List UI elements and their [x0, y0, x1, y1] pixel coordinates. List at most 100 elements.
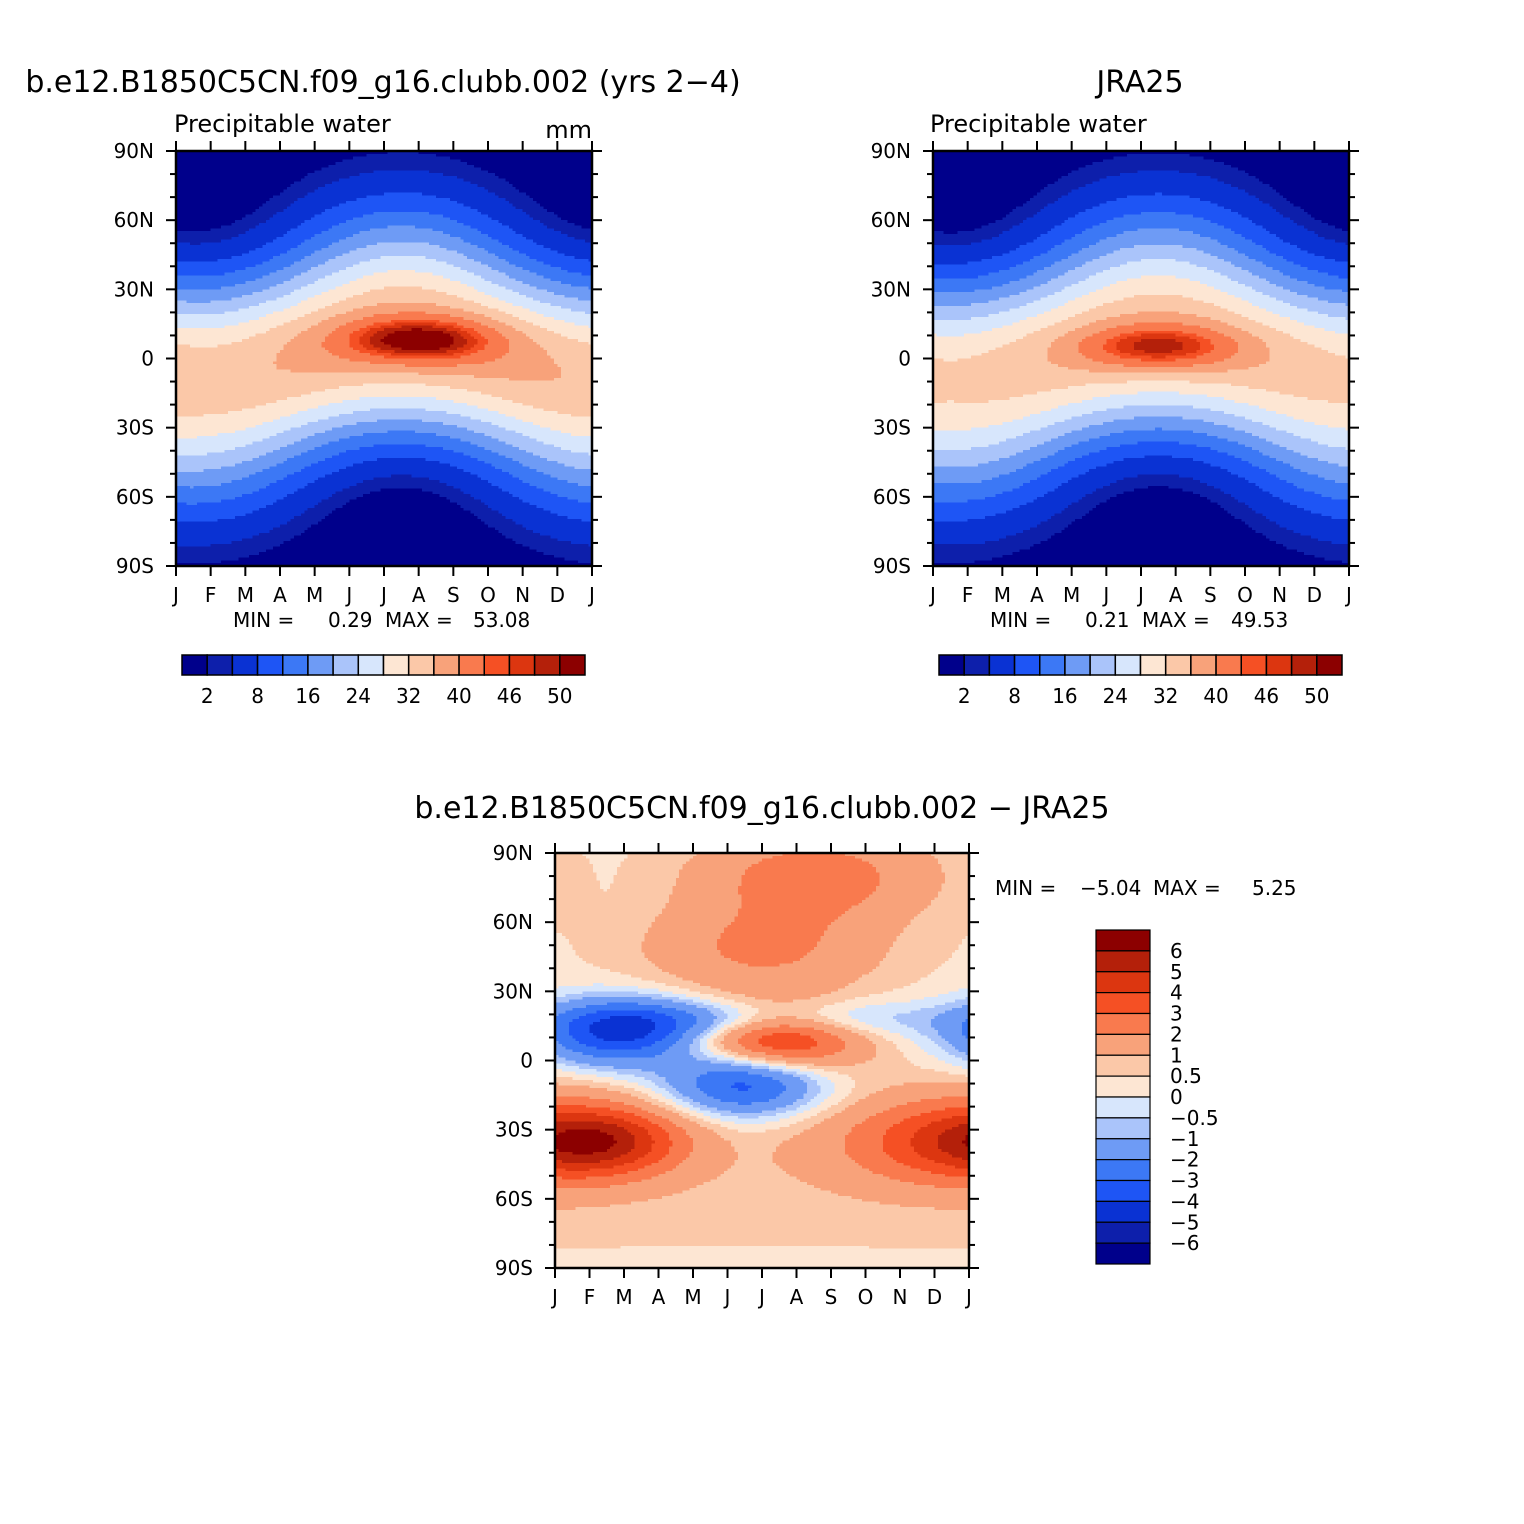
contour-cell — [342, 488, 382, 492]
contour-cell — [693, 980, 856, 984]
contour-cell — [799, 1104, 818, 1109]
contour-cell — [651, 1102, 666, 1106]
contour-cell — [720, 1049, 732, 1053]
contour-cell — [555, 1118, 625, 1122]
colorbar-swatch — [1095, 1179, 1151, 1202]
x-tick-label: A — [1030, 583, 1044, 607]
contour-cell — [508, 350, 548, 354]
contour-cell — [717, 1016, 729, 1020]
contour-cell — [248, 228, 291, 232]
contour-cell — [933, 430, 1031, 434]
contour-cell — [844, 1027, 860, 1031]
contour-cell — [1106, 350, 1121, 354]
contour-cell — [560, 369, 593, 373]
colorbar-swatch — [1190, 654, 1217, 676]
contour-cell — [1210, 463, 1253, 467]
contour-cell — [1095, 289, 1222, 293]
contour-cell — [1082, 455, 1146, 459]
contour-cell — [933, 560, 976, 564]
contour-cell — [273, 502, 319, 506]
contour-cell — [933, 510, 1007, 515]
contour-cell — [176, 358, 278, 362]
contour-cell — [717, 1057, 735, 1062]
contour-cell — [851, 1126, 891, 1131]
contour-cell — [1057, 336, 1087, 340]
contour-cell — [675, 1027, 691, 1031]
contour-cell — [555, 1024, 570, 1028]
contour-cell — [903, 985, 970, 990]
contour-cell — [848, 1093, 870, 1098]
contour-cell — [1248, 366, 1350, 371]
contour-cell — [644, 933, 722, 937]
contour-cell — [300, 532, 503, 537]
contour-cell — [724, 1010, 739, 1015]
contour-cell — [693, 1137, 725, 1142]
contour-cell — [1061, 195, 1128, 199]
contour-cell — [799, 1077, 811, 1081]
colorbar-swatch — [963, 654, 991, 676]
contour-cell — [1297, 549, 1350, 553]
contour-cell — [555, 936, 566, 940]
contour-cell — [944, 1060, 970, 1064]
contour-cell — [675, 1102, 691, 1106]
contour-cell — [536, 505, 593, 509]
contour-cell — [553, 377, 593, 382]
contour-cell — [456, 502, 486, 506]
contour-cell — [793, 999, 846, 1003]
contour-cell — [730, 958, 801, 962]
contour-cell — [300, 438, 340, 443]
contour-cell — [1012, 225, 1055, 230]
contour-cell — [886, 1132, 915, 1136]
contour-cell — [553, 211, 593, 216]
contour-cell — [933, 286, 993, 290]
contour-cell — [1033, 195, 1062, 199]
contour-cell — [571, 283, 593, 288]
contour-cell — [1307, 250, 1350, 254]
contour-cell — [951, 1115, 970, 1120]
contour-cell — [962, 938, 970, 943]
contour-cell — [933, 292, 1021, 296]
contour-cell — [439, 480, 489, 484]
contour-cell — [1085, 494, 1118, 498]
contour-cell — [933, 552, 1014, 556]
colorbar-label: 16 — [295, 684, 320, 708]
contour-cell — [460, 267, 493, 271]
contour-cell — [944, 1173, 970, 1178]
contour-cell — [501, 355, 551, 360]
contour-cell — [176, 269, 236, 274]
contour-cell — [555, 1198, 649, 1203]
contour-cell — [737, 1129, 767, 1134]
contour-cell — [176, 494, 243, 498]
contour-cell — [1009, 250, 1048, 254]
contour-cell — [1220, 242, 1256, 246]
contour-cell — [1161, 192, 1250, 196]
contour-cell — [599, 1129, 629, 1134]
contour-cell — [933, 449, 1024, 454]
contour-cell — [944, 875, 970, 879]
contour-cell — [831, 1115, 870, 1120]
contour-cell — [522, 480, 569, 484]
contour-cell — [1255, 483, 1295, 487]
contour-cell — [266, 314, 305, 318]
contour-cell — [931, 1110, 970, 1114]
contour-cell — [1061, 319, 1097, 324]
contour-cell — [1234, 247, 1267, 252]
contour-cell — [737, 1088, 749, 1092]
contour-cell — [561, 1176, 587, 1181]
contour-cell — [276, 366, 562, 371]
contour-cell — [318, 502, 347, 506]
contour-cell — [390, 344, 451, 349]
contour-cell — [266, 300, 302, 304]
contour-cell — [512, 444, 555, 448]
contour-cell — [425, 444, 479, 448]
contour-cell — [543, 314, 593, 318]
contour-cell — [505, 441, 545, 445]
contour-cell — [937, 1135, 967, 1139]
contour-cell — [422, 488, 461, 492]
contour-cell — [460, 281, 493, 285]
contour-cell — [1269, 455, 1308, 459]
contour-cell — [186, 502, 198, 506]
contour-cell — [910, 1137, 939, 1142]
contour-cell — [553, 292, 593, 296]
contour-cell — [241, 408, 309, 412]
